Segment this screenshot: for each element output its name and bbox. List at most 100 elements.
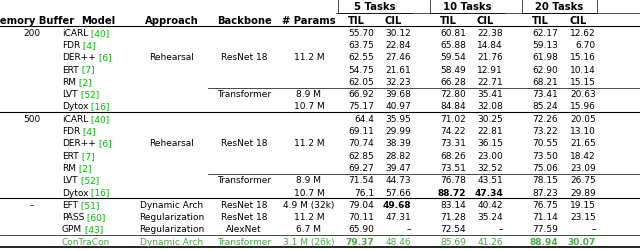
Text: Backbone: Backbone (216, 16, 271, 26)
Text: 40.97: 40.97 (385, 102, 411, 111)
Text: 13.10: 13.10 (570, 126, 596, 136)
Text: 23.00: 23.00 (477, 151, 503, 160)
Text: 36.15: 36.15 (477, 139, 503, 148)
Text: 83.14: 83.14 (440, 200, 466, 209)
Text: LVT: LVT (62, 176, 77, 184)
Text: 88.72: 88.72 (438, 188, 466, 197)
Text: 62.90: 62.90 (532, 65, 558, 74)
Text: Dynamic Arch: Dynamic Arch (140, 200, 204, 209)
Text: 10.7 M: 10.7 M (294, 102, 324, 111)
Text: 59.54: 59.54 (440, 53, 466, 62)
Text: 85.24: 85.24 (532, 102, 558, 111)
Text: 30.12: 30.12 (385, 28, 411, 38)
Text: 75.06: 75.06 (532, 163, 558, 172)
Text: 44.73: 44.73 (385, 176, 411, 184)
Text: ResNet 18: ResNet 18 (221, 139, 268, 148)
Text: LVT: LVT (62, 90, 77, 99)
Text: RM: RM (62, 163, 76, 172)
Text: Regularization: Regularization (140, 212, 205, 221)
Text: 74.22: 74.22 (440, 126, 466, 136)
Text: AlexNet: AlexNet (226, 224, 262, 234)
Text: DER++: DER++ (62, 139, 96, 148)
Text: 70.11: 70.11 (348, 212, 374, 221)
Text: 22.71: 22.71 (477, 78, 503, 86)
Text: 62.05: 62.05 (348, 78, 374, 86)
Text: 21.65: 21.65 (570, 139, 596, 148)
Text: 79.04: 79.04 (348, 200, 374, 209)
Text: 84.84: 84.84 (440, 102, 466, 111)
Text: 69.27: 69.27 (348, 163, 374, 172)
Text: 11.2 M: 11.2 M (294, 139, 324, 148)
Text: 6.7 M: 6.7 M (296, 224, 321, 234)
Text: 10.7 M: 10.7 M (294, 188, 324, 197)
Text: DER++: DER++ (62, 53, 96, 62)
Text: TIL: TIL (440, 16, 457, 26)
Text: [7]: [7] (79, 151, 94, 160)
Text: 35.24: 35.24 (477, 212, 503, 221)
Text: 70.74: 70.74 (348, 139, 374, 148)
Text: 72.26: 72.26 (532, 114, 558, 123)
Text: 75.17: 75.17 (348, 102, 374, 111)
Text: [6]: [6] (96, 53, 111, 62)
Text: 23.15: 23.15 (570, 212, 596, 221)
Text: 62.85: 62.85 (348, 151, 374, 160)
Text: 47.34: 47.34 (474, 188, 503, 197)
Text: 73.41: 73.41 (532, 90, 558, 99)
Text: –: – (406, 224, 411, 234)
Text: 77.59: 77.59 (532, 224, 558, 234)
Text: 35.41: 35.41 (477, 90, 503, 99)
Text: 68.21: 68.21 (532, 78, 558, 86)
Text: 14.84: 14.84 (477, 41, 503, 50)
Text: 4.9 M (32k): 4.9 M (32k) (284, 200, 335, 209)
Text: –: – (591, 224, 596, 234)
Text: CIL: CIL (477, 16, 494, 26)
Text: [2]: [2] (76, 163, 92, 172)
Text: 20 Tasks: 20 Tasks (536, 2, 584, 12)
Text: [52]: [52] (77, 176, 99, 184)
Text: 11.2 M: 11.2 M (294, 212, 324, 221)
Text: 76.1: 76.1 (354, 188, 374, 197)
Text: 35.95: 35.95 (385, 114, 411, 123)
Text: Transformer: Transformer (217, 176, 271, 184)
Text: 69.11: 69.11 (348, 126, 374, 136)
Text: 88.94: 88.94 (529, 237, 558, 246)
Text: Dynamic Arch: Dynamic Arch (140, 237, 204, 246)
Text: 73.31: 73.31 (440, 139, 466, 148)
Text: 5 Tasks: 5 Tasks (355, 2, 396, 12)
Text: 68.26: 68.26 (440, 151, 466, 160)
Text: 21.76: 21.76 (477, 53, 503, 62)
Text: 65.90: 65.90 (348, 224, 374, 234)
Text: –: – (499, 224, 503, 234)
Text: 12.91: 12.91 (477, 65, 503, 74)
Text: PASS: PASS (62, 212, 84, 221)
Text: 19.15: 19.15 (570, 200, 596, 209)
Text: FDR: FDR (62, 41, 80, 50)
Text: iCARL: iCARL (62, 114, 88, 123)
Text: [16]: [16] (88, 102, 110, 111)
Text: ResNet 18: ResNet 18 (221, 53, 268, 62)
Text: 32.52: 32.52 (477, 163, 503, 172)
Text: TIL: TIL (532, 16, 549, 26)
Text: 200: 200 (24, 28, 40, 38)
Text: 39.68: 39.68 (385, 90, 411, 99)
Text: 71.54: 71.54 (348, 176, 374, 184)
Text: FDR: FDR (62, 126, 80, 136)
Text: Transformer: Transformer (217, 90, 271, 99)
Text: Dytox: Dytox (62, 188, 88, 197)
Text: 20.63: 20.63 (570, 90, 596, 99)
Text: 64.4: 64.4 (354, 114, 374, 123)
Text: 26.75: 26.75 (570, 176, 596, 184)
Text: 72.54: 72.54 (440, 224, 466, 234)
Text: # Params: # Params (282, 16, 336, 26)
Text: 60.81: 60.81 (440, 28, 466, 38)
Text: Approach: Approach (145, 16, 199, 26)
Text: 22.38: 22.38 (477, 28, 503, 38)
Text: Rehearsal: Rehearsal (150, 139, 195, 148)
Text: 28.82: 28.82 (385, 151, 411, 160)
Text: iCARL: iCARL (62, 28, 88, 38)
Text: 27.46: 27.46 (385, 53, 411, 62)
Text: 66.92: 66.92 (348, 90, 374, 99)
Text: CIL: CIL (570, 16, 587, 26)
Text: [40]: [40] (88, 28, 109, 38)
Text: [16]: [16] (88, 188, 110, 197)
